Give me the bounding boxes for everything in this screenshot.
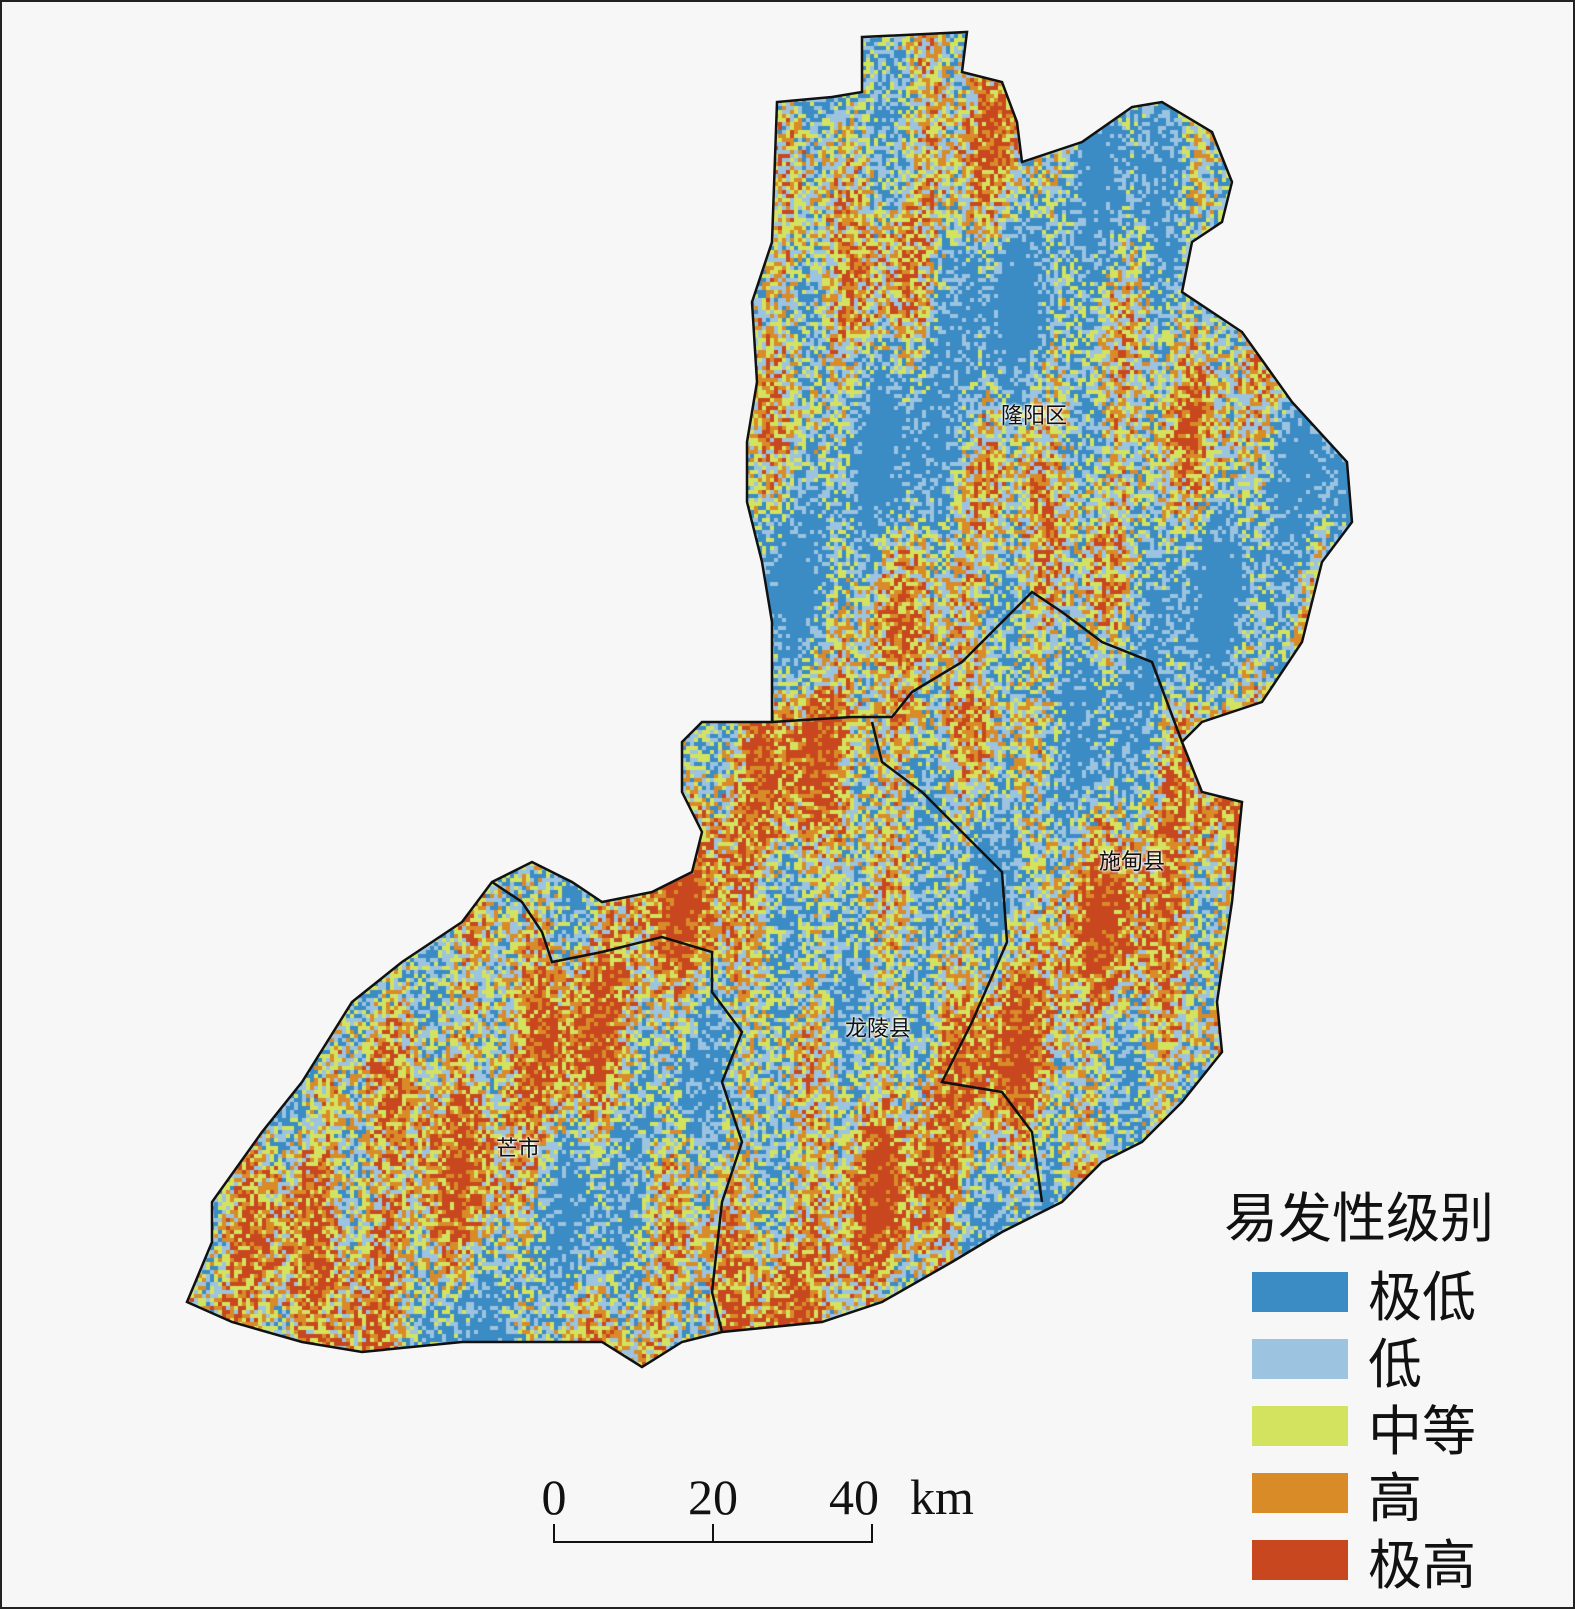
legend-label: 低: [1368, 1334, 1422, 1395]
boundary-mangshi-longling: [491, 880, 744, 1333]
county-label-longling: 龙陵县: [844, 1017, 912, 1042]
scale-unit-label: km: [910, 1469, 974, 1525]
legend-item-very-low: 极低: [1252, 1261, 1476, 1328]
scale-tick-label: 0: [541, 1469, 567, 1525]
legend-swatch: [1252, 1473, 1348, 1513]
legend-label: 中等: [1368, 1401, 1476, 1462]
legend-swatch: [1252, 1339, 1348, 1379]
scale-tick-label: 20: [688, 1469, 738, 1525]
legend-swatch: [1252, 1272, 1348, 1312]
county-label-longyang: 隆阳区: [1000, 404, 1068, 429]
county-label-shidian: 施甸县: [1098, 850, 1166, 875]
boundary-longling-shidian: [870, 721, 1044, 1203]
legend-title: 易发性级别: [1224, 1189, 1494, 1249]
legend-label: 高: [1368, 1468, 1422, 1529]
legend-item-high: 高: [1252, 1462, 1422, 1529]
boundary-longyang-shidian: [771, 590, 1184, 743]
legend-item-medium: 中等: [1252, 1395, 1476, 1462]
study-area-outline: [185, 30, 1354, 1369]
county-label-mangshi: 芒市: [495, 1137, 541, 1162]
legend-item-low: 低: [1252, 1328, 1422, 1395]
legend-item-very-high: 极高: [1252, 1529, 1476, 1596]
legend-swatch: [1252, 1406, 1348, 1446]
scale-tick-label: 40: [829, 1469, 879, 1525]
legend-swatch: [1252, 1540, 1348, 1580]
legend-label: 极低: [1368, 1267, 1476, 1328]
legend-label: 极高: [1368, 1535, 1476, 1596]
